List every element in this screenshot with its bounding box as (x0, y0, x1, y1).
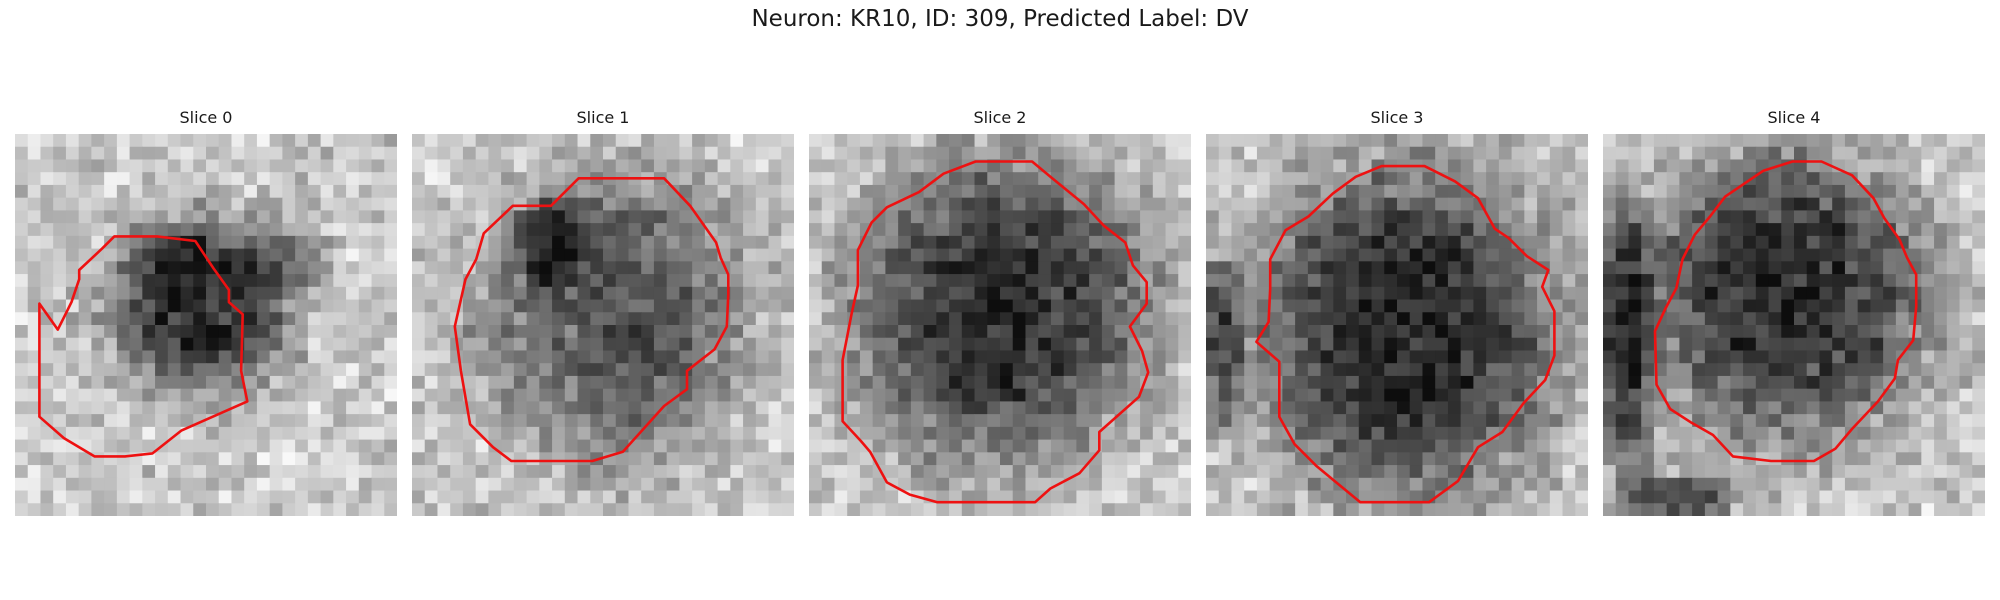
slice-image (1206, 134, 1588, 516)
slice-title: Slice 4 (1767, 108, 1821, 127)
roi-contour (38, 235, 249, 458)
roi-contour (453, 176, 730, 463)
figure-title: Neuron: KR10, ID: 309, Predicted Label: … (751, 6, 1249, 32)
slice-title: Slice 3 (1370, 108, 1424, 127)
slice-image (15, 134, 397, 516)
slice-title: Slice 2 (973, 108, 1027, 127)
roi-contour (841, 160, 1150, 504)
roi-contour (1653, 160, 1918, 463)
slice-image (809, 134, 1191, 516)
slice-image (412, 134, 794, 516)
slice-title: Slice 1 (576, 108, 630, 127)
slice-title: Slice 0 (179, 108, 233, 127)
roi-contour (1255, 164, 1556, 504)
slice-image (1603, 134, 1985, 516)
